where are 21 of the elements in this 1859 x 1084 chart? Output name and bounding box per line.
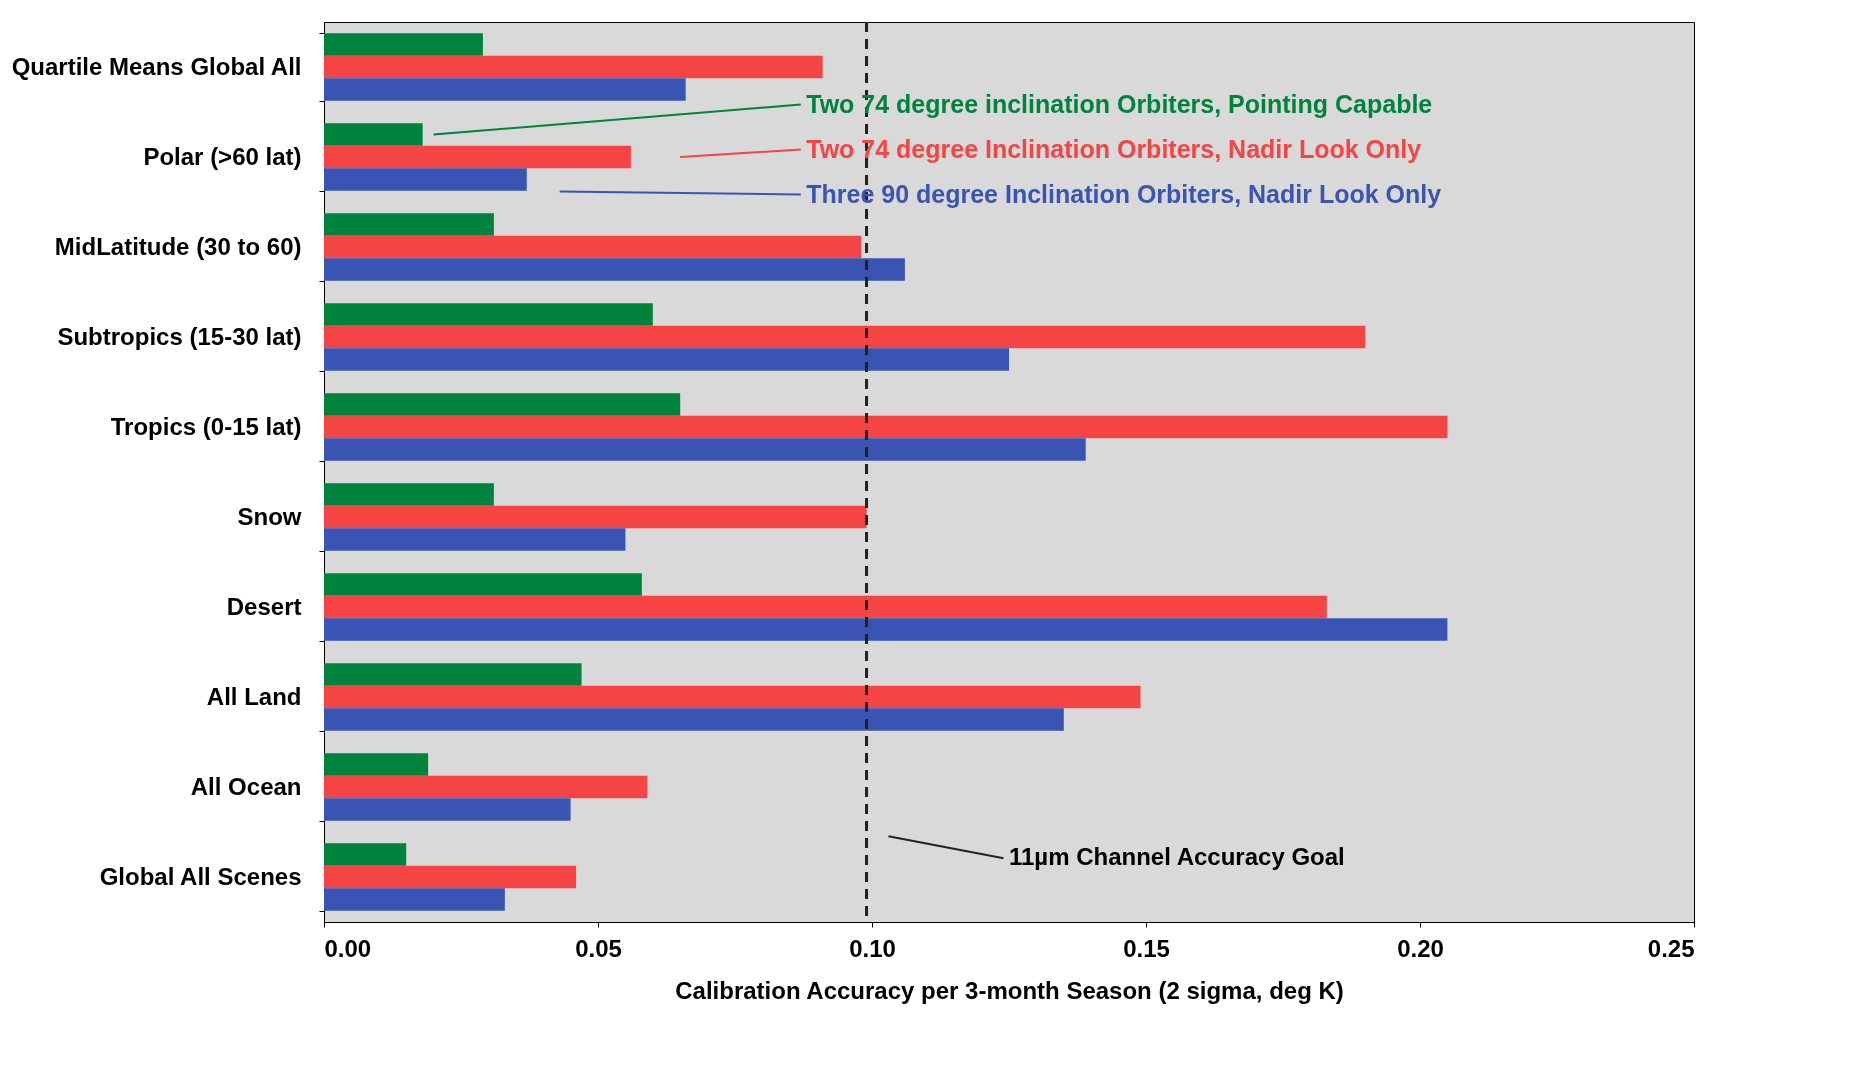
y-tick-label: Subtropics (15-30 lat) (57, 322, 302, 350)
y-tick-label: Tropics (0-15 lat) (110, 412, 302, 440)
y-tick-label: All Land (206, 682, 302, 710)
y-tick-label: Snow (237, 502, 302, 530)
x-tick-label: 0.10 (849, 934, 896, 962)
y-tick-label: Global All Scenes (99, 862, 302, 890)
y-tick-label: All Ocean (190, 772, 302, 800)
x-tick-label: 0.25 (1647, 934, 1695, 962)
x-tick-label: 0.20 (1397, 934, 1444, 962)
y-tick-label: MidLatitude (30 to 60) (54, 232, 302, 260)
y-tick-label: Quartile Means Global All (11, 52, 302, 80)
y-tick-label: Desert (226, 592, 302, 620)
x-axis-title: Calibration Accuracy per 3-month Season (2 sigma, deg K) (675, 976, 1344, 1004)
x-tick-label: 0.05 (575, 934, 622, 962)
text: Three 90 degree Inclination Orbiters, Nadir Look Only (806, 179, 1442, 208)
x-tick-label: 0.15 (1123, 934, 1170, 962)
ref-line-label: 11µm Channel Accuracy Goal (1009, 843, 1345, 871)
y-tick-label: Polar (>60 lat) (143, 142, 302, 170)
x-tick-label: 0.00 (324, 934, 372, 962)
text: Two 74 degree inclination Orbiters, Pointing Capable (806, 89, 1433, 118)
legend-label: Two 74 degree Inclination Orbiters, Nadir Look Only (806, 134, 1422, 163)
